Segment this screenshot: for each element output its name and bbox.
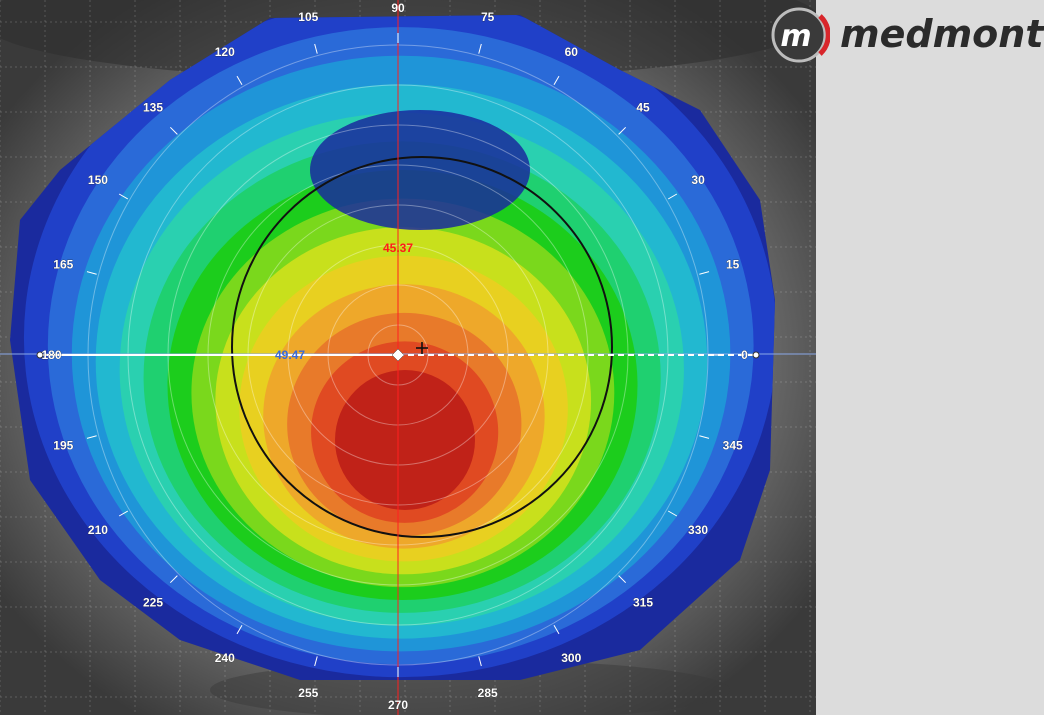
angle-label-150: 150 [88,173,108,187]
meridian-angle-scale: 0 15 30 45 60 75 90 105 120 135 150 165 180 195 210 225… [41,1,748,713]
medmont-logo: m medmont [770,6,1044,64]
angle-tick [236,624,243,635]
angle-tick [118,510,129,517]
logo-letter: m [780,19,811,54]
angle-tick [236,75,243,86]
angle-label-135: 135 [143,101,163,115]
angle-label-45: 45 [636,101,650,115]
angle-label-75: 75 [481,10,495,24]
angle-label-90: 90 [391,1,405,15]
angle-label-0: 0 [741,348,748,362]
angle-tick [118,193,129,200]
side-panel [816,0,1044,715]
angle-tick [478,43,482,54]
medmont-logo-mark: m [771,7,830,63]
angle-label-285: 285 [478,686,498,700]
angle-label-180: 180 [41,348,61,362]
angle-label-105: 105 [298,10,318,24]
pupil-center-crosshair[interactable] [416,342,428,354]
angle-tick [667,193,678,200]
angle-label-330: 330 [688,523,708,537]
angle-label-210: 210 [88,523,108,537]
angle-label-300: 300 [561,651,581,665]
logo-wordmark: medmont [840,12,1044,56]
angle-label-120: 120 [215,45,235,59]
profile-end-handle-left[interactable] [36,351,44,359]
angle-tick [618,126,627,135]
angle-label-225: 225 [143,595,163,609]
angle-label-30: 30 [691,173,705,187]
upper-reading: 45.37 [383,241,413,255]
angle-label-15: 15 [726,257,740,271]
angle-tick [314,656,318,667]
angle-tick [553,75,560,86]
angle-tick [169,126,178,135]
angle-tick [314,43,318,54]
angle-label-315: 315 [633,595,653,609]
angle-tick [86,271,97,275]
angle-tick [618,575,627,584]
contour-band [335,370,475,510]
angle-label-345: 345 [723,439,743,453]
angle-tick [478,656,482,667]
angle-tick [667,510,678,517]
angle-tick [169,575,178,584]
corneal-topography-map[interactable]: 45.37 49.47 0 15 30 45 60 75 90 105 120 135 150 165… [0,0,816,715]
angle-label-270: 270 [388,698,408,712]
angle-label-165: 165 [53,257,73,271]
corneal-map-panel[interactable]: 45.37 49.47 0 15 30 45 60 75 90 105 120 135 150 165… [0,0,816,715]
profile-end-handle-right[interactable] [752,351,760,359]
apex-marker[interactable] [391,348,405,362]
angle-label-240: 240 [215,651,235,665]
angle-tick [699,271,710,275]
angle-label-195: 195 [53,439,73,453]
left-reading: 49.47 [275,348,305,362]
angle-label-60: 60 [565,45,579,59]
angle-tick [86,435,97,439]
steep-upper-lobe [310,110,530,230]
angle-tick [553,624,560,635]
angle-label-255: 255 [298,686,318,700]
pupil-outline [231,156,613,538]
angle-tick [699,435,710,439]
